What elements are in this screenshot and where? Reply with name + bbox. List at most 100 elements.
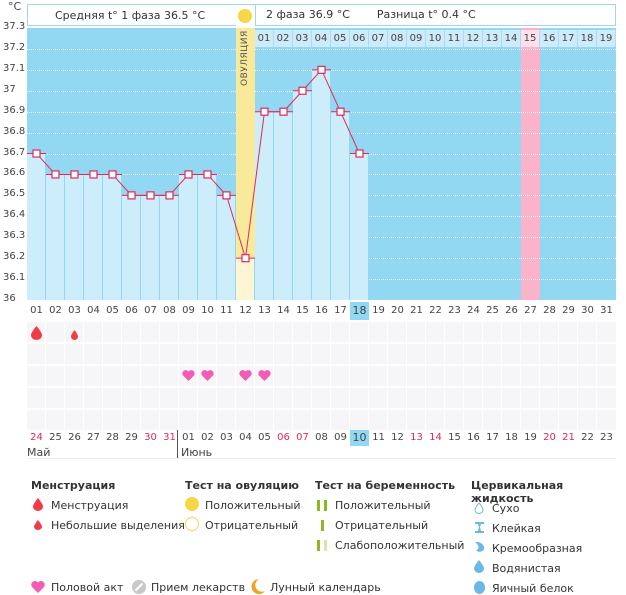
menstruation-drop-icon xyxy=(33,498,43,511)
cell-separator xyxy=(254,344,255,364)
x-tick-label: 22 xyxy=(429,305,442,316)
y-tick-label: 36.2 xyxy=(3,251,26,263)
temperature-point[interactable] xyxy=(51,170,60,179)
cell-separator xyxy=(121,410,122,430)
legend-watery: Водянистая xyxy=(492,562,561,575)
cell-separator xyxy=(577,344,578,364)
ovulation-positive-icon xyxy=(185,497,199,511)
cell-separator xyxy=(254,410,255,430)
temperature-point[interactable] xyxy=(70,170,79,179)
cell-separator xyxy=(102,322,103,342)
cell-separator xyxy=(501,344,502,364)
cell-separator xyxy=(368,366,369,386)
intercourse-heart-icon[interactable] xyxy=(239,370,252,381)
x-tick-label: 29 xyxy=(562,305,575,316)
intercourse-heart-icon[interactable] xyxy=(258,370,271,381)
cell-separator xyxy=(368,410,369,430)
temperature-point[interactable] xyxy=(203,170,212,179)
temperature-point[interactable] xyxy=(279,107,288,116)
temperature-point[interactable] xyxy=(336,107,345,116)
phase2-day-header: 05 xyxy=(331,30,350,47)
temperature-point[interactable] xyxy=(32,149,41,158)
cell-separator xyxy=(273,322,274,342)
cell-separator xyxy=(406,322,407,342)
temperature-point[interactable] xyxy=(222,191,231,200)
cell-separator xyxy=(216,322,217,342)
temperature-point[interactable] xyxy=(317,65,326,74)
phase1-label: Средняя t° 1 фаза xyxy=(55,9,161,22)
phase2-day-header: 10 xyxy=(426,30,445,47)
cell-separator xyxy=(577,366,578,386)
temperature-point[interactable] xyxy=(355,149,364,158)
intercourse-heart-icon[interactable] xyxy=(182,370,195,381)
cell-separator xyxy=(463,344,464,364)
cell-separator xyxy=(197,388,198,408)
temperature-bar xyxy=(312,69,331,300)
x-tick-label: 19 xyxy=(372,305,385,316)
month-june: Июнь xyxy=(181,446,213,459)
cell-separator xyxy=(83,344,84,364)
cell-separator xyxy=(235,366,236,386)
cell-separator xyxy=(558,322,559,342)
temperature-point[interactable] xyxy=(89,170,98,179)
x-tick-label: 01 xyxy=(30,305,43,316)
calendar-date: 30 xyxy=(144,432,157,443)
temperature-point[interactable] xyxy=(146,191,155,200)
spotting-drop-icon[interactable] xyxy=(71,330,78,340)
temperature-point[interactable] xyxy=(241,254,250,263)
calendar-date: 27 xyxy=(87,432,100,443)
legend-medication: Прием лекарств xyxy=(151,581,246,594)
cell-separator xyxy=(140,322,141,342)
cell-separator xyxy=(64,322,65,342)
calendar-date: 31 xyxy=(163,432,176,443)
calendar-date: 19 xyxy=(524,432,537,443)
cell-separator xyxy=(539,388,540,408)
intercourse-heart-icon[interactable] xyxy=(201,370,214,381)
cell-separator xyxy=(558,388,559,408)
cell-separator xyxy=(596,366,597,386)
temperature-point[interactable] xyxy=(260,107,269,116)
cell-separator xyxy=(387,344,388,364)
cell-separator xyxy=(235,344,236,364)
phase2-day-header: 06 xyxy=(350,30,369,47)
x-tick-label: 31 xyxy=(600,305,613,316)
month-may: Май xyxy=(27,446,51,459)
cell-separator xyxy=(596,388,597,408)
calendar-row xyxy=(27,344,616,364)
cell-separator xyxy=(197,344,198,364)
y-tick-label: 37.1 xyxy=(3,62,26,74)
cell-separator xyxy=(254,388,255,408)
temperature-point[interactable] xyxy=(184,170,193,179)
cell-separator xyxy=(83,366,84,386)
temperature-bar xyxy=(84,174,103,300)
temperature-point[interactable] xyxy=(108,170,117,179)
cell-separator xyxy=(463,410,464,430)
temperature-point[interactable] xyxy=(298,86,307,95)
cell-separator xyxy=(444,410,445,430)
x-tick-label: 03 xyxy=(68,305,81,316)
egg-white-icon xyxy=(474,581,485,594)
temperature-point[interactable] xyxy=(165,191,174,200)
temperature-bar xyxy=(46,174,65,300)
x-tick-label: 15 xyxy=(296,305,309,316)
phase2-day-header: 11 xyxy=(445,30,464,47)
cell-separator xyxy=(482,410,483,430)
x-tick-label: 09 xyxy=(182,305,195,316)
cell-separator xyxy=(368,322,369,342)
calendar-date: 08 xyxy=(315,432,328,443)
calendar-date: 09 xyxy=(334,432,347,443)
menstruation-drop-icon[interactable] xyxy=(31,326,42,340)
x-tick-label: 14 xyxy=(277,305,290,316)
watery-icon xyxy=(474,560,484,573)
cell-separator xyxy=(577,322,578,342)
y-tick-label: 36.5 xyxy=(3,188,26,200)
cell-separator xyxy=(596,322,597,342)
phase2-day-header: 16 xyxy=(540,30,559,47)
cell-separator xyxy=(501,410,502,430)
cell-separator xyxy=(197,410,198,430)
temperature-point[interactable] xyxy=(127,191,136,200)
cell-separator xyxy=(292,344,293,364)
phase2-day-header: 07 xyxy=(369,30,388,47)
phase2-day-header: 17 xyxy=(559,30,578,47)
phase2-day-header: 14 xyxy=(502,30,521,47)
